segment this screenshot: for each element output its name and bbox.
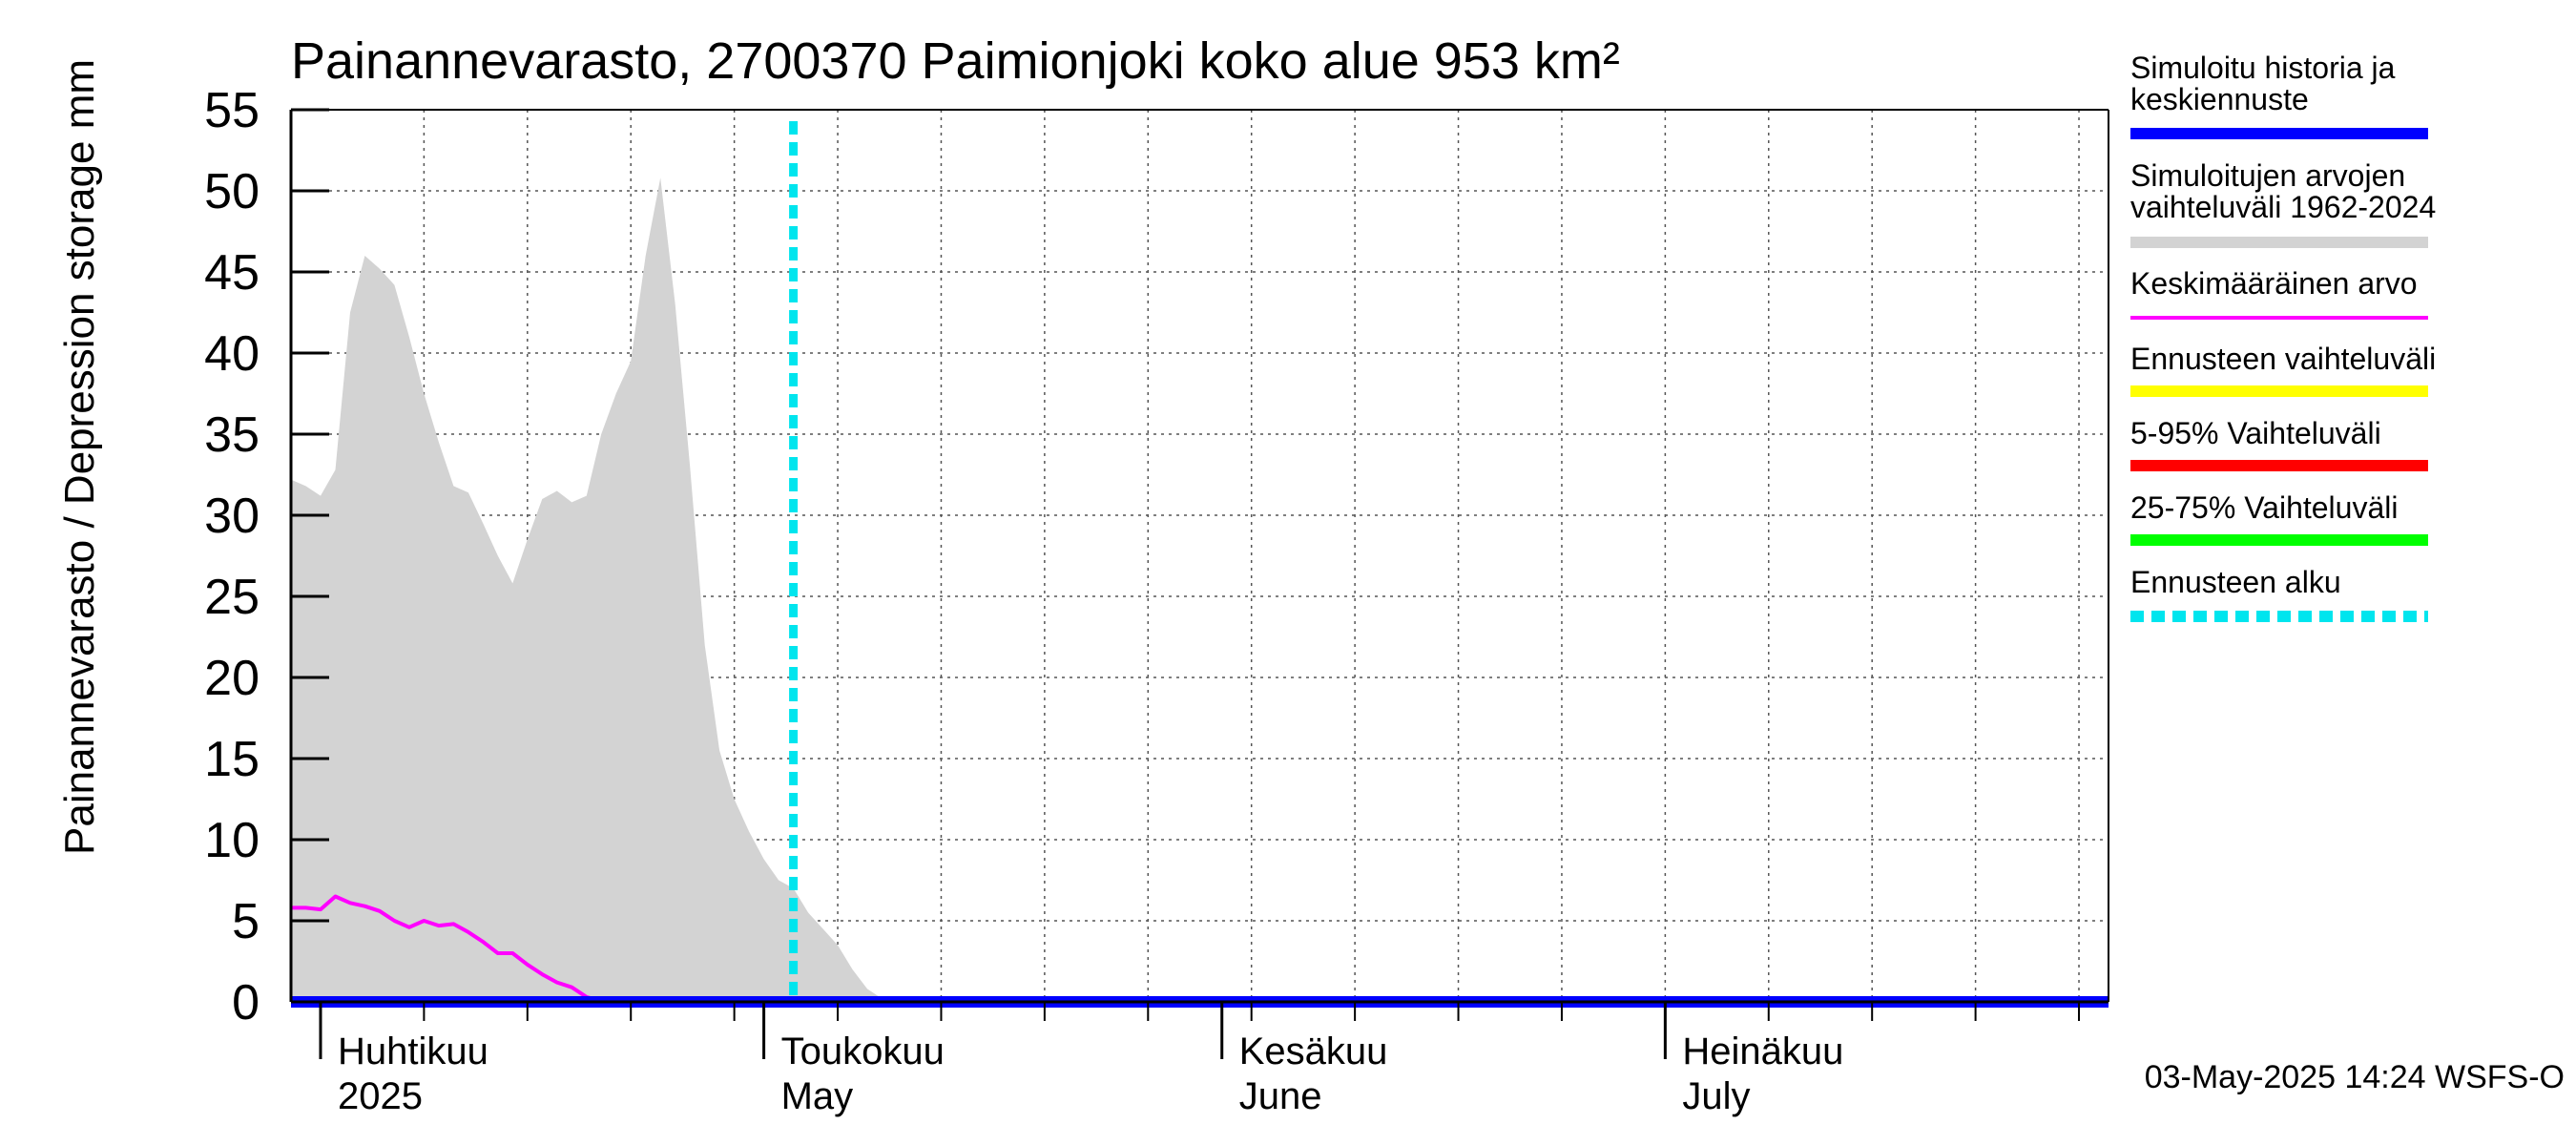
x-month-label-en: May bbox=[781, 1075, 854, 1117]
x-month-label-fi: Toukokuu bbox=[781, 1030, 945, 1072]
x-month-label-fi: Huhtikuu bbox=[338, 1030, 488, 1072]
y-tick-label: 30 bbox=[204, 489, 260, 544]
y-tick-label: 0 bbox=[232, 975, 260, 1030]
x-month-label-fi: Kesäkuu bbox=[1239, 1030, 1388, 1072]
chart-title: Painannevarasto, 2700370 Paimionjoki kok… bbox=[291, 32, 1620, 90]
y-tick-label: 45 bbox=[204, 245, 260, 301]
legend-label: Simuloitujen arvojen bbox=[2130, 158, 2405, 193]
y-tick-label: 5 bbox=[232, 894, 260, 949]
y-tick-label: 25 bbox=[204, 570, 260, 625]
legend-label: Ennusteen alku bbox=[2130, 565, 2341, 599]
legend-label: Keskimääräinen arvo bbox=[2130, 266, 2418, 301]
y-tick-label: 15 bbox=[204, 732, 260, 787]
legend-label: 5-95% Vaihteluväli bbox=[2130, 416, 2381, 450]
x-month-label-fi: Heinäkuu bbox=[1682, 1030, 1843, 1072]
y-tick-label: 40 bbox=[204, 326, 260, 382]
y-tick-label: 55 bbox=[204, 83, 260, 138]
axes: 0510152025303540455055Huhtikuu2025Toukok… bbox=[204, 83, 2109, 1117]
y-tick-label: 50 bbox=[204, 164, 260, 219]
y-tick-label: 35 bbox=[204, 407, 260, 463]
range-area-layer bbox=[291, 177, 2109, 1002]
y-tick-label: 10 bbox=[204, 813, 260, 868]
x-month-label-en: July bbox=[1682, 1075, 1750, 1117]
footer-timestamp: 03-May-2025 14:24 WSFS-O bbox=[2145, 1059, 2565, 1095]
x-month-label-en: June bbox=[1239, 1075, 1322, 1117]
x-month-label-en: 2025 bbox=[338, 1075, 423, 1117]
legend-label: keskiennuste bbox=[2130, 82, 2309, 116]
legend-label: 25-75% Vaihteluväli bbox=[2130, 490, 2398, 525]
y-axis-label: Painannevarasto / Depression storage mm bbox=[56, 59, 103, 855]
y-tick-label: 20 bbox=[204, 651, 260, 706]
legend-label: vaihteluväli 1962-2024 bbox=[2130, 190, 2436, 224]
legend-label: Simuloitu historia ja bbox=[2130, 51, 2396, 85]
range-area bbox=[291, 177, 2109, 1002]
legend-label: Ennusteen vaihteluväli bbox=[2130, 342, 2436, 376]
